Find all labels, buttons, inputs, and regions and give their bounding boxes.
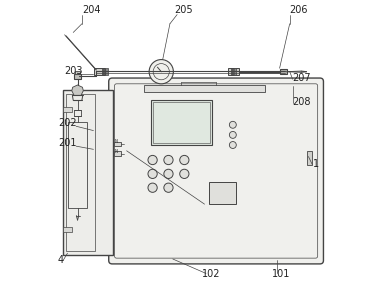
Bar <box>63 227 72 232</box>
Bar <box>68 122 87 209</box>
Circle shape <box>164 169 173 178</box>
Bar <box>151 100 212 145</box>
Circle shape <box>148 155 157 165</box>
Circle shape <box>180 169 189 178</box>
Text: 205: 205 <box>174 5 193 15</box>
Bar <box>234 68 236 75</box>
Circle shape <box>229 142 236 148</box>
Circle shape <box>180 155 189 165</box>
Bar <box>63 108 72 112</box>
Text: 202: 202 <box>58 118 76 128</box>
Text: 102: 102 <box>201 269 220 279</box>
Bar <box>307 151 312 165</box>
FancyBboxPatch shape <box>109 78 323 264</box>
Circle shape <box>164 183 173 192</box>
Circle shape <box>229 131 236 138</box>
Text: 4: 4 <box>58 255 64 265</box>
Text: 204: 204 <box>82 5 100 15</box>
Text: N: N <box>115 139 118 144</box>
Bar <box>230 68 233 75</box>
Circle shape <box>149 59 173 84</box>
Text: 206: 206 <box>290 5 308 15</box>
Polygon shape <box>72 85 83 95</box>
Bar <box>228 68 239 75</box>
Text: 101: 101 <box>273 269 291 279</box>
Bar <box>74 74 81 79</box>
Text: 208: 208 <box>293 97 311 107</box>
Bar <box>209 182 236 204</box>
Bar <box>115 142 121 146</box>
Text: 207: 207 <box>293 73 311 83</box>
Text: N: N <box>115 149 118 154</box>
Bar <box>102 68 104 75</box>
Bar <box>153 102 210 143</box>
Bar <box>94 68 105 75</box>
Bar <box>75 71 80 74</box>
Text: 1: 1 <box>313 159 319 169</box>
Bar <box>63 90 113 255</box>
Circle shape <box>164 155 173 165</box>
Text: 203: 203 <box>64 66 83 76</box>
Bar <box>115 151 121 156</box>
Text: 201: 201 <box>58 138 76 148</box>
Bar <box>105 68 108 75</box>
Circle shape <box>148 169 157 178</box>
Bar <box>66 94 95 251</box>
Circle shape <box>229 121 236 128</box>
Bar <box>279 69 287 74</box>
Circle shape <box>148 183 157 192</box>
Bar <box>144 85 265 92</box>
